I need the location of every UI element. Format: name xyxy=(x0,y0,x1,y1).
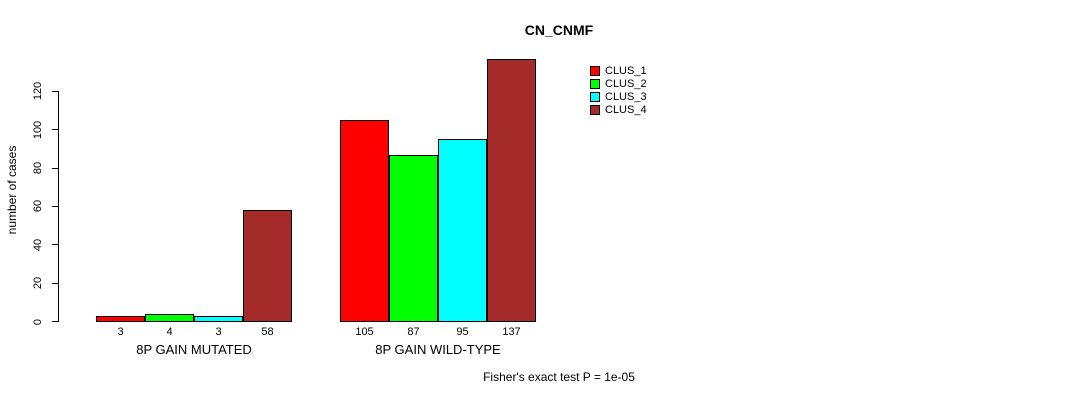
bar-clus-4-8p-gain-wild-type xyxy=(487,58,536,323)
y-tick-label-0: 0 xyxy=(32,318,44,325)
y-tick-label-40: 40 xyxy=(32,238,44,251)
legend-label-clus-2: CLUS_2 xyxy=(605,78,647,90)
bar-clus-1-8p-gain-mutated xyxy=(96,315,145,323)
y-tick-label-120: 120 xyxy=(32,82,44,101)
legend-label-clus-3: CLUS_3 xyxy=(605,91,647,103)
y-tick-label-100: 100 xyxy=(32,120,44,140)
legend-swatch-clus-1 xyxy=(590,66,600,76)
bar-value-clus-4-8p-gain-wild-type: 137 xyxy=(502,326,521,338)
y-axis xyxy=(58,91,59,322)
y-tick-label-20: 20 xyxy=(32,277,44,290)
chart-title: CN_CNMF xyxy=(524,22,594,38)
y-tick-0 xyxy=(52,321,58,322)
bar-value-clus-2-8p-gain-wild-type: 87 xyxy=(407,326,420,338)
y-tick-label-60: 60 xyxy=(32,200,44,213)
legend-swatch-clus-4 xyxy=(590,105,600,115)
y-tick-100 xyxy=(52,129,58,131)
legend-label-clus-1: CLUS_1 xyxy=(605,65,647,77)
legend-swatch-clus-3 xyxy=(590,92,600,102)
bar-clus-2-8p-gain-mutated xyxy=(145,313,194,323)
y-tick-label-80: 80 xyxy=(32,162,44,175)
bar-clus-2-8p-gain-wild-type xyxy=(389,154,438,323)
bar-value-clus-1-8p-gain-wild-type: 105 xyxy=(355,326,374,338)
y-tick-80 xyxy=(52,167,58,169)
bar-value-clus-3-8p-gain-wild-type: 95 xyxy=(456,326,469,338)
y-tick-120 xyxy=(52,90,58,92)
y-axis-label: number of cases xyxy=(5,145,19,235)
y-tick-20 xyxy=(52,282,58,284)
bar-value-clus-1-8p-gain-mutated: 3 xyxy=(117,326,124,338)
y-tick-40 xyxy=(52,244,58,246)
annotation-text: Fisher's exact test P = 1e-05 xyxy=(483,370,635,384)
legend-swatch-clus-2 xyxy=(590,79,600,89)
bar-value-clus-2-8p-gain-mutated: 4 xyxy=(166,326,173,338)
bar-clus-4-8p-gain-mutated xyxy=(243,210,292,323)
category-label-8p-gain-wild-type: 8P GAIN WILD-TYPE xyxy=(375,342,501,357)
bar-clus-3-8p-gain-mutated xyxy=(194,315,243,323)
bar-clus-3-8p-gain-wild-type xyxy=(438,139,487,323)
bar-value-clus-3-8p-gain-mutated: 3 xyxy=(215,326,222,338)
legend-label-clus-4: CLUS_4 xyxy=(605,104,647,116)
category-label-8p-gain-mutated: 8P GAIN MUTATED xyxy=(136,342,252,357)
y-tick-60 xyxy=(52,205,58,207)
bar-value-clus-4-8p-gain-mutated: 58 xyxy=(261,326,274,338)
bar-clus-1-8p-gain-wild-type xyxy=(340,120,389,323)
